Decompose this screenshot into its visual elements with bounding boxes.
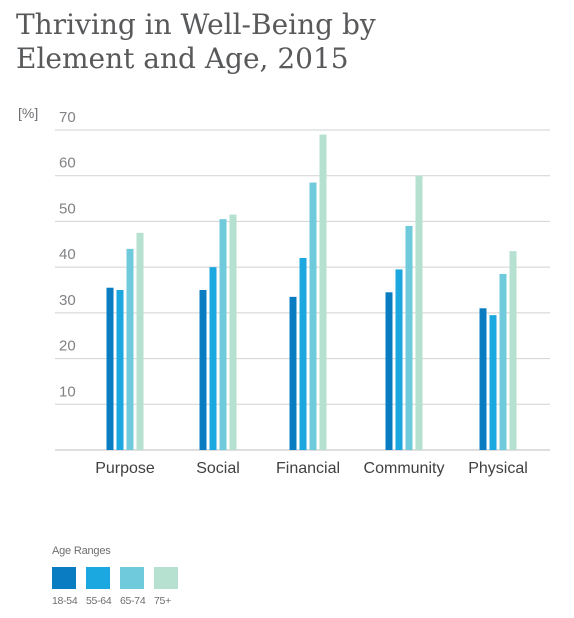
bar-purpose-75+: [136, 232, 144, 450]
y-tick-label-70: 70: [59, 109, 76, 126]
x-tick-label-social: Social: [196, 460, 240, 477]
bar-purpose-18-54: [106, 287, 114, 450]
bar-community-18-54: [385, 292, 393, 450]
bar-community-65-74: [405, 226, 413, 450]
bar-social-75+: [229, 214, 237, 450]
legend: 18-54 55-64 65-74 75+: [52, 567, 188, 607]
legend-item-18-54: 18-54: [52, 567, 86, 607]
bar-physical-18-54: [479, 308, 487, 450]
x-tick-label-purpose: Purpose: [95, 460, 155, 477]
bar-social-65-74: [219, 219, 227, 450]
bar-community-55-64: [395, 269, 403, 450]
chart-title: Thriving in Well-Being by Element and Ag…: [16, 8, 376, 76]
y-tick-label-10: 10: [59, 383, 76, 400]
y-tick-label-50: 50: [59, 200, 76, 217]
bar-financial-18-54: [289, 296, 297, 450]
legend-swatch-75+: [154, 567, 178, 589]
y-tick-label-40: 40: [59, 246, 76, 263]
bar-physical-65-74: [499, 274, 507, 450]
chart-title-line-2: Element and Age, 2015: [16, 42, 349, 75]
legend-title: Age Ranges: [52, 545, 111, 557]
bar-financial-55-64: [299, 258, 307, 450]
bar-purpose-65-74: [126, 248, 134, 450]
bar-chart: [%] 10 20 30 40 50 60 70 Purpose Social Financial C…: [18, 105, 550, 477]
bar-financial-75+: [319, 134, 327, 451]
bar-financial-65-74: [309, 182, 317, 451]
legend-item-55-64: 55-64: [86, 567, 120, 607]
chart-title-line-1: Thriving in Well-Being by: [16, 8, 376, 41]
legend-label-65-74: 65-74: [120, 595, 146, 607]
bar-community-75+: [415, 175, 423, 450]
legend-swatch-55-64: [86, 567, 110, 589]
y-axis-label: [%]: [18, 105, 38, 121]
legend-swatch-65-74: [120, 567, 144, 589]
y-tick-label-20: 20: [59, 338, 76, 355]
y-tick-label-30: 30: [59, 292, 76, 309]
legend-label-75+: 75+: [154, 595, 171, 607]
legend-label-18-54: 18-54: [52, 595, 78, 607]
x-tick-label-physical: Physical: [468, 460, 528, 477]
bar-social-55-64: [209, 267, 217, 450]
x-tick-label-community: Community: [364, 460, 445, 477]
legend-swatch-18-54: [52, 567, 76, 589]
bar-purpose-55-64: [116, 290, 124, 450]
bar-physical-75+: [509, 251, 517, 450]
bar-social-18-54: [199, 290, 207, 450]
legend-item-65-74: 65-74: [120, 567, 154, 607]
y-tick-label-60: 60: [59, 155, 76, 172]
legend-item-75+: 75+: [154, 567, 188, 607]
bar-physical-55-64: [489, 315, 497, 450]
x-tick-label-financial: Financial: [276, 460, 340, 477]
legend-label-55-64: 55-64: [86, 595, 112, 607]
